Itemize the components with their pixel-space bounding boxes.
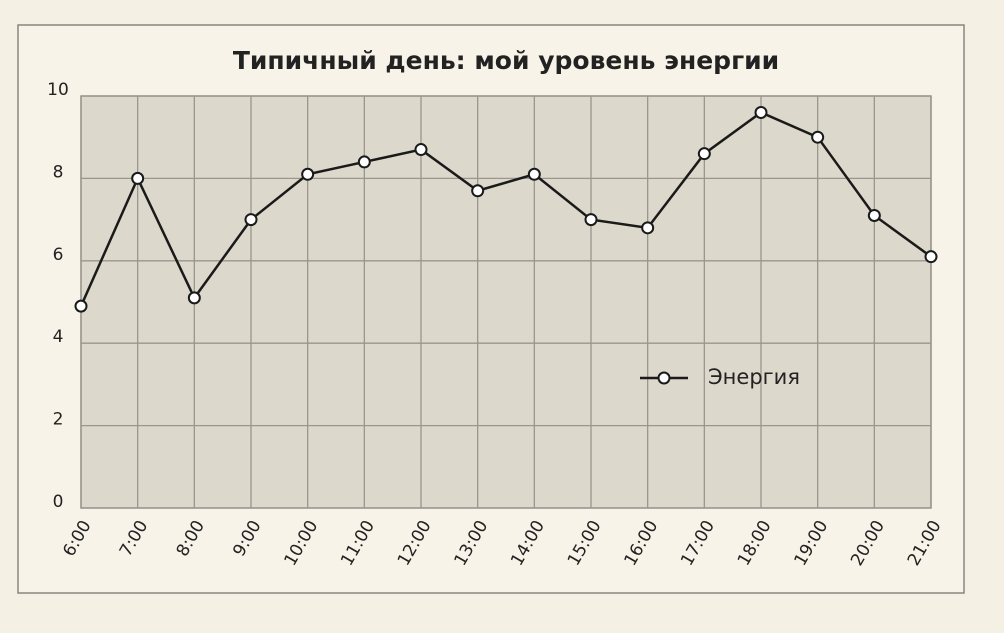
point	[811, 130, 825, 144]
point	[74, 299, 88, 313]
point	[301, 167, 315, 181]
point	[641, 221, 655, 235]
legend-marker	[657, 371, 671, 385]
y-tick-label: 8	[53, 162, 64, 182]
line	[79, 111, 932, 307]
point	[754, 105, 768, 119]
y-tick-label: 0	[53, 492, 64, 512]
point	[867, 208, 881, 222]
chart-title: Типичный день: мой уровень энергии	[233, 46, 779, 75]
point	[244, 213, 258, 227]
y-tick-label: 10	[47, 80, 69, 100]
point	[187, 291, 201, 305]
point	[357, 155, 371, 169]
point	[131, 171, 145, 185]
point	[471, 184, 485, 198]
y-tick-label: 4	[53, 327, 64, 347]
y-tick-label: 6	[53, 245, 64, 265]
point	[584, 213, 598, 227]
point	[527, 167, 541, 181]
y-tick-label: 2	[53, 410, 64, 430]
plot-area	[80, 95, 932, 509]
point	[414, 143, 428, 157]
legend-label: Энергия	[708, 365, 800, 389]
point	[697, 147, 711, 161]
point	[924, 250, 938, 264]
